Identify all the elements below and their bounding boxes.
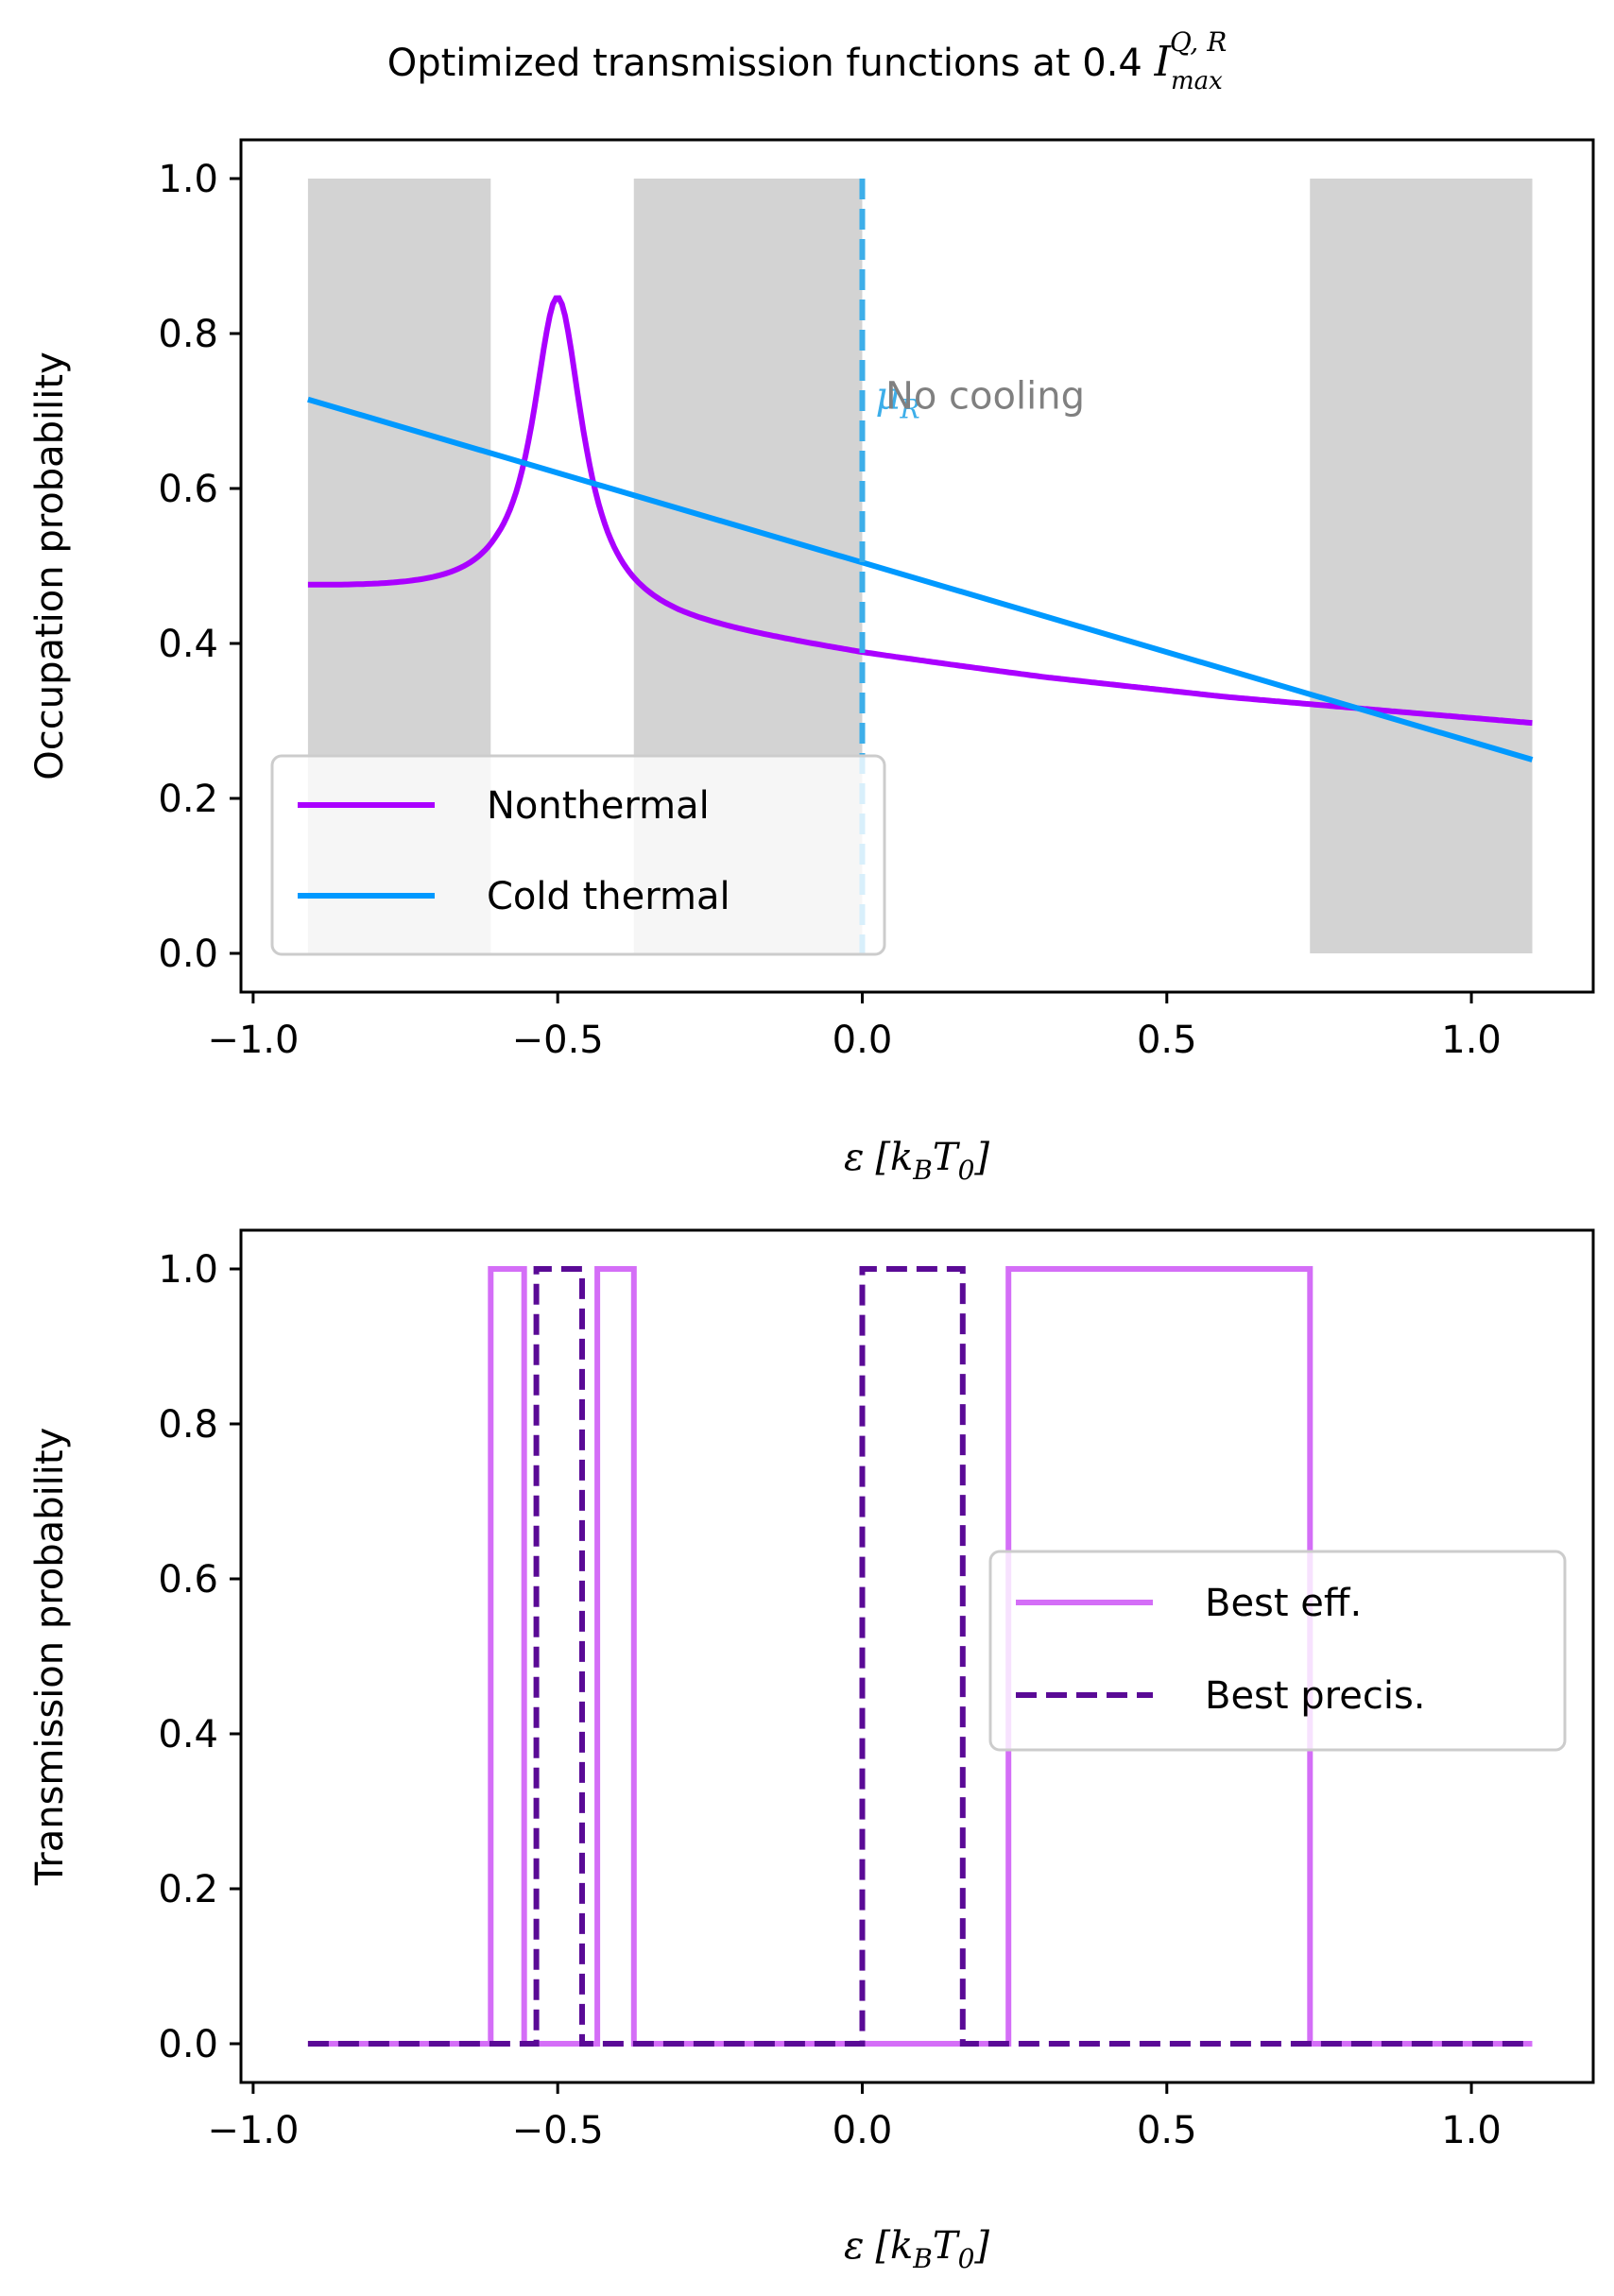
figure-title-symbol: I [1154, 38, 1173, 86]
transmission-x-tick-label: 0.5 [1137, 2109, 1197, 2152]
transmission-x-axis-unit-sub: B [912, 2243, 933, 2274]
transmission-y-tick-label: 0.0 [158, 2023, 218, 2066]
legend-label-cold-thermal: Cold thermal [487, 875, 730, 918]
occupation-x-tick-label: −1.0 [207, 1019, 299, 1062]
occupation-y-tick-label: 0.2 [158, 778, 218, 821]
transmission-series-best-precis [307, 1266, 1533, 2047]
occupation-x-axis-unit-sub2: 0 [958, 1155, 975, 1186]
occupation-y-axis-label: Occupation probability [28, 351, 72, 780]
transmission-ticks: −1.0 −0.5 0.0 0.5 1.0 0.0 0.2 0.4 0.6 0.8 1.0 [158, 1248, 1502, 2152]
occupation-axes-frame [239, 138, 1595, 994]
occupation-y-tick-label: 1.0 [158, 158, 218, 201]
occupation-y-tick-label: 0.0 [158, 933, 218, 976]
transmission-y-tick-label: 1.0 [158, 1248, 218, 1292]
occupation-x-axis-unit-var: T [933, 1136, 961, 1179]
transmission-x-axis-close: ] [973, 2224, 989, 2268]
transmission-y-tick-label: 0.6 [158, 1558, 218, 1602]
figure-title: Optimized transmission functions at 0.4 … [387, 26, 1228, 95]
occupation-x-axis-label: ε [kBT0] [844, 1136, 989, 1186]
transmission-y-tick-label: 0.4 [158, 1713, 218, 1756]
transmission-x-tick-label: 0.0 [833, 2109, 893, 2152]
legend-label-best-precis: Best precis. [1205, 1674, 1426, 1718]
mu-r-symbol: μ [875, 375, 900, 419]
transmission-y-tick-label: 0.2 [158, 1868, 218, 1911]
occupation-x-tick-label: 0.5 [1137, 1019, 1197, 1062]
occupation-x-axis-unit-sub: B [912, 1155, 933, 1186]
figure-title-text: Optimized transmission functions at 0.4 [387, 42, 1155, 85]
occupation-x-tick-label: 1.0 [1441, 1019, 1502, 1062]
occupation-x-tick-label: 0.0 [833, 1019, 893, 1062]
transmission-y-tick-label: 0.8 [158, 1403, 218, 1447]
transmission-x-tick-label: −1.0 [207, 2109, 299, 2152]
occupation-legend: Nonthermal Cold thermal [270, 754, 886, 956]
occupation-panel: −1.0 −0.5 0.0 0.5 1.0 0.0 0.2 0.4 0.6 0.8 1.0 Occu… [28, 138, 1595, 1186]
occupation-x-tick-label: −0.5 [512, 1019, 604, 1062]
transmission-series-best-eff [307, 1266, 1533, 2047]
no-cooling-annotation: No cooling [885, 375, 1085, 419]
shaded-region-3 [1310, 179, 1533, 953]
legend-label-best-eff: Best eff. [1205, 1582, 1362, 1625]
occupation-series-nonthermal [307, 295, 1533, 727]
transmission-axes-frame [239, 1228, 1595, 2084]
transmission-y-axis-label: Transmission probability [28, 1428, 72, 1887]
transmission-panel: −1.0 −0.5 0.0 0.5 1.0 0.0 0.2 0.4 0.6 0.8 1.0 Tran… [28, 1228, 1595, 2274]
legend-label-nonthermal: Nonthermal [487, 784, 710, 828]
occupation-x-axis-unit: [k [875, 1136, 913, 1179]
transmission-x-axis-symbol: ε [844, 2224, 864, 2268]
figure-title-subscript: max [1171, 67, 1223, 95]
transmission-x-tick-label: −0.5 [512, 2109, 604, 2152]
occupation-y-tick-label: 0.4 [158, 623, 218, 666]
occupation-y-tick-label: 0.6 [158, 468, 218, 511]
transmission-x-axis-unit: [k [875, 2224, 913, 2268]
occupation-x-axis-close: ] [973, 1136, 989, 1179]
occupation-y-tick-label: 0.8 [158, 313, 218, 356]
transmission-x-axis-unit-var: T [933, 2224, 961, 2268]
transmission-legend: Best eff. Best precis. [988, 1550, 1567, 1752]
occupation-x-axis-symbol: ε [844, 1136, 864, 1179]
transmission-x-tick-label: 1.0 [1441, 2109, 1502, 2152]
mu-r-label: μR [875, 375, 919, 425]
mu-r-subscript: R [899, 394, 919, 425]
figure-title-superscript: Q, R [1170, 26, 1227, 58]
occupation-series-cold-thermal [307, 396, 1534, 762]
transmission-plot-area [307, 1266, 1533, 2047]
transmission-x-axis-label: ε [kBT0] [844, 2224, 989, 2274]
occupation-ticks: −1.0 −0.5 0.0 0.5 1.0 0.0 0.2 0.4 0.6 0.8 1.0 [158, 158, 1502, 1062]
transmission-x-axis-unit-sub2: 0 [958, 2243, 975, 2274]
